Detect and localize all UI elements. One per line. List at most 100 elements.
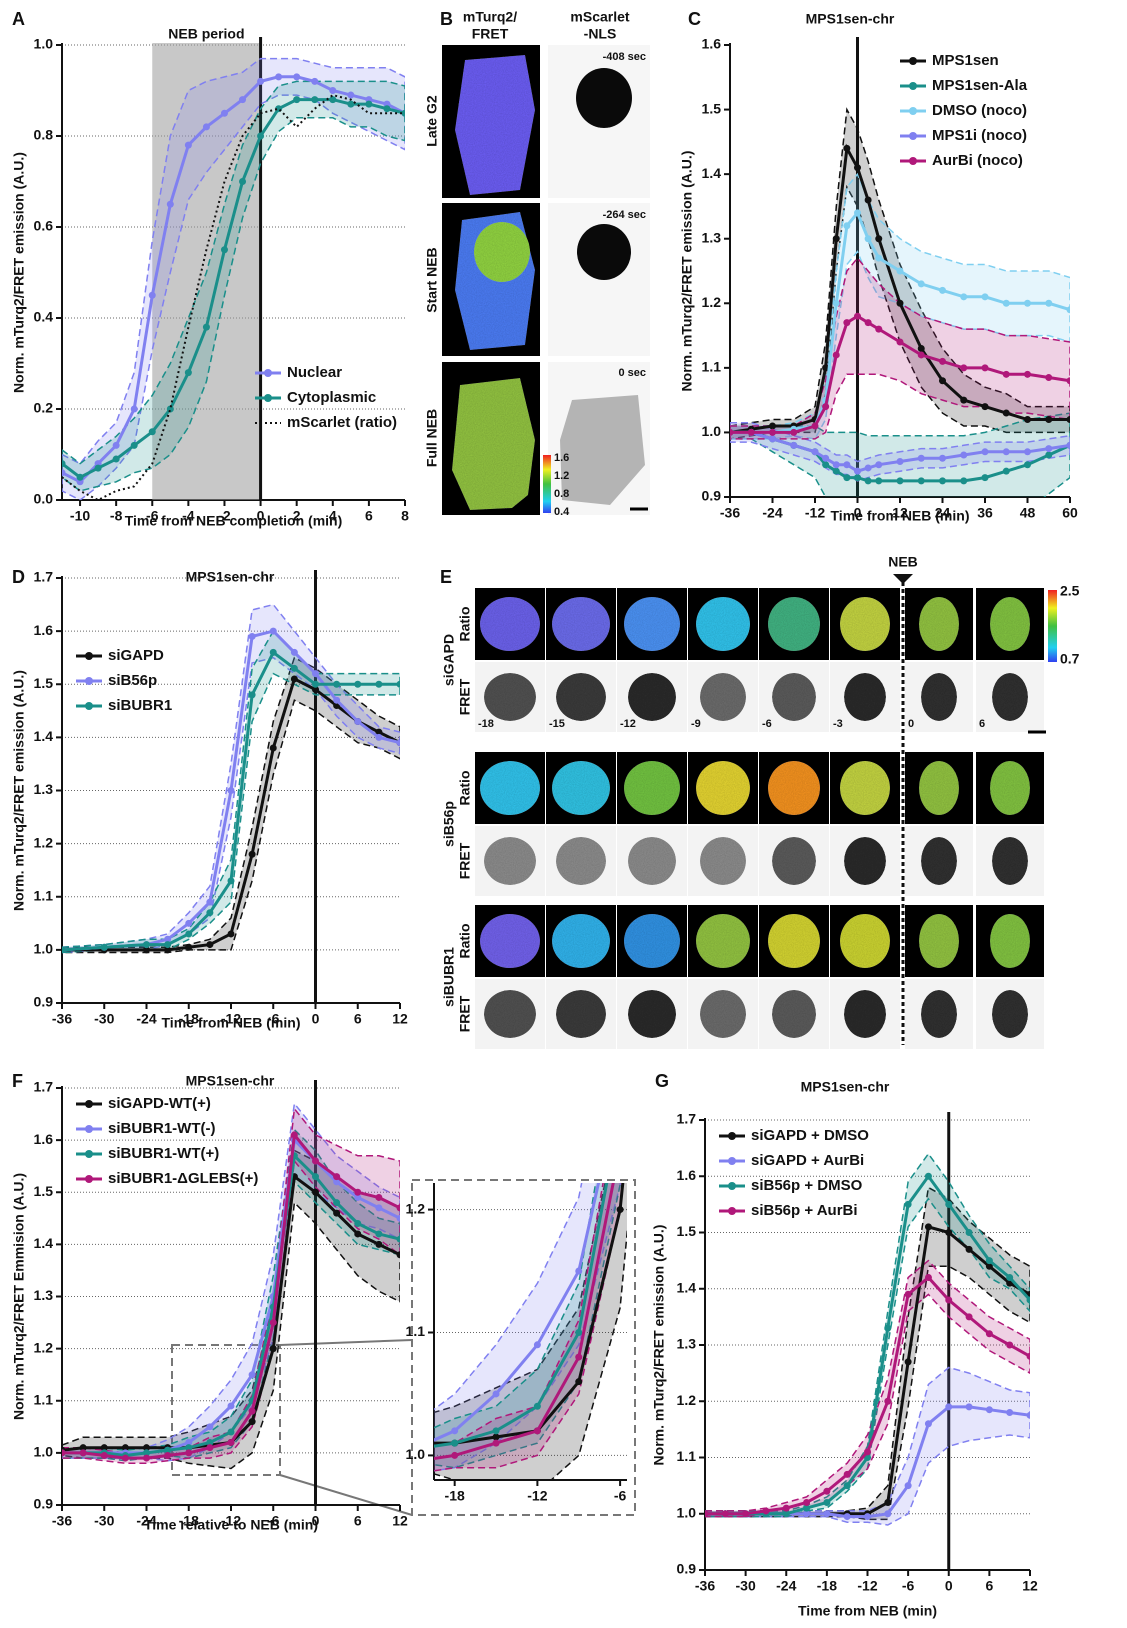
x-tick-label: 12 [1022,1578,1038,1594]
time-label: -6 [762,718,772,730]
cell [552,597,610,651]
chromatin [484,990,536,1038]
marker [939,454,946,462]
y-tick-label: 0.9 [677,1561,697,1577]
marker [185,943,193,951]
marker [202,323,210,331]
cell [990,914,1030,968]
marker [803,1504,811,1512]
row-label: Ratio [457,607,473,642]
marker [333,1173,341,1181]
marker [1066,441,1070,449]
legend-label: siBUBR1 [108,697,172,714]
marker [1002,409,1010,417]
marker [811,448,819,456]
marker [823,1499,831,1506]
y-tick-label: 1.7 [34,569,54,585]
marker [769,428,776,436]
cell [768,761,820,815]
marker [981,364,989,372]
marker [843,144,851,152]
cell [452,378,535,510]
marker [875,254,883,262]
marker [248,1418,256,1426]
marker [533,1341,541,1349]
legend-label: MPS1sen [932,52,999,69]
chromatin [484,673,536,721]
marker [854,467,861,475]
marker [843,222,851,230]
legend-marker [909,107,917,115]
time-label: -18 [478,718,494,730]
marker [1002,370,1010,378]
cell [696,914,750,968]
marker [896,267,904,275]
marker [375,733,383,741]
marker [782,1504,790,1512]
y-tick-label: 1.2 [34,834,54,850]
marker [823,1487,831,1495]
marker [884,1397,892,1405]
marker [100,1451,108,1459]
column-header: -NLS [584,26,617,42]
legend-marker [85,1100,93,1108]
marker [924,1274,932,1281]
marker [347,100,355,108]
marker [1024,461,1031,469]
chromatin [700,837,746,885]
marker [945,1403,953,1411]
marker [575,1329,583,1336]
cell [624,597,680,651]
legend-label: Cytoplasmic [287,389,376,406]
marker [333,1178,341,1186]
marker [401,109,405,117]
marker [1045,416,1053,424]
cell [552,761,610,815]
marker [143,941,150,949]
legend-marker [728,1157,736,1165]
marker [854,474,861,482]
marker [354,1188,362,1196]
marker [354,1230,362,1238]
marker [1006,1274,1014,1281]
chromatin [844,837,886,885]
marker [312,1157,319,1165]
line [730,210,1070,434]
marker [257,132,265,140]
marker [965,1403,973,1411]
legend-label: siGAPD [108,647,164,664]
y-tick-label: 1.4 [34,1235,54,1251]
error-band [730,421,1070,482]
x-tick-label: 0 [945,1578,953,1594]
marker [257,77,265,85]
error-band [62,1101,400,1462]
x-tick-label: 8 [401,508,409,524]
marker [985,1262,993,1270]
marker [327,1440,334,1447]
legend-label: siB56p + AurBi [751,1202,858,1219]
marker [822,403,830,411]
x-tick-label: -12 [527,1488,547,1504]
marker [1045,451,1053,459]
cell [455,55,535,195]
colorbar-label: 1.2 [554,470,569,482]
marker [864,464,872,472]
marker [875,477,883,485]
y-tick-label: 1.0 [702,423,722,439]
colorbar-label: 0.4 [554,506,570,518]
marker [854,312,861,320]
marker [917,477,925,485]
row-label: Ratio [457,771,473,806]
marker [917,454,925,462]
y-tick-label: 1.3 [34,781,54,797]
marker [762,1507,770,1515]
marker [375,1193,383,1201]
time-label: 6 [979,718,985,730]
marker [327,1458,334,1465]
marker [164,1446,172,1454]
legend-marker [85,1175,93,1183]
marker [533,1427,541,1435]
marker [206,1438,214,1446]
marker [275,73,283,81]
